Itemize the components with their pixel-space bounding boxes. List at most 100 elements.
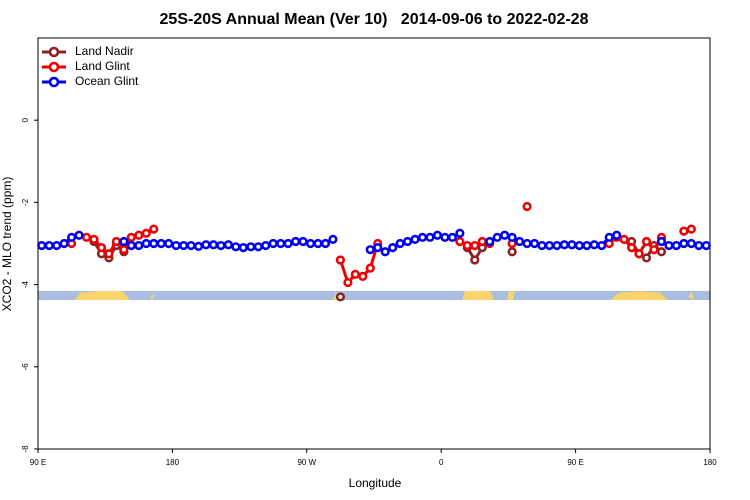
data-point bbox=[335, 292, 346, 302]
data-point bbox=[335, 255, 346, 265]
data-point bbox=[253, 242, 263, 252]
data-point bbox=[634, 249, 644, 259]
data-point bbox=[604, 232, 614, 242]
data-point bbox=[656, 236, 667, 247]
data-point bbox=[447, 232, 458, 242]
data-point bbox=[679, 238, 689, 249]
x-tick-label: 180 bbox=[703, 458, 717, 467]
data-point bbox=[522, 201, 532, 212]
data-point bbox=[365, 263, 375, 273]
data-point bbox=[485, 236, 495, 247]
data-point bbox=[268, 238, 278, 249]
land-patch bbox=[75, 291, 130, 300]
data-point bbox=[649, 245, 659, 255]
data-point bbox=[671, 240, 682, 251]
x-tick-label: 90 E bbox=[30, 458, 46, 467]
data-point bbox=[417, 232, 428, 242]
data-point bbox=[597, 240, 607, 251]
x-tick-label: 0 bbox=[439, 458, 444, 467]
x-axis-label: Longitude bbox=[349, 476, 402, 490]
data-point bbox=[261, 240, 271, 251]
data-point bbox=[686, 238, 696, 249]
x-tick-label: 90 E bbox=[567, 458, 583, 467]
data-point bbox=[656, 247, 667, 257]
legend-swatch-marker bbox=[48, 46, 60, 58]
data-point bbox=[522, 238, 532, 249]
data-point bbox=[238, 243, 248, 253]
data-point bbox=[619, 234, 629, 244]
data-point bbox=[216, 240, 226, 251]
data-point bbox=[477, 236, 487, 247]
data-point bbox=[529, 238, 540, 249]
data-point bbox=[612, 230, 622, 240]
data-point bbox=[156, 238, 166, 249]
data-point bbox=[149, 238, 159, 249]
data-point bbox=[313, 238, 323, 249]
data-point bbox=[365, 245, 375, 255]
data-point bbox=[440, 232, 450, 242]
y-tick-label: -2 bbox=[21, 198, 30, 206]
data-point bbox=[425, 232, 435, 242]
data-point bbox=[74, 230, 84, 240]
data-point bbox=[694, 240, 704, 251]
y-axis-label: XCO2 - MLO trend (ppm) bbox=[0, 177, 14, 312]
y-tick-label: -8 bbox=[21, 445, 30, 453]
data-point bbox=[283, 238, 293, 249]
data-point bbox=[119, 245, 129, 255]
data-point bbox=[462, 240, 472, 251]
data-point bbox=[96, 243, 107, 253]
land-patch bbox=[150, 293, 155, 300]
data-point bbox=[298, 236, 308, 247]
data-point bbox=[320, 238, 331, 249]
data-point bbox=[119, 236, 129, 247]
data-point bbox=[141, 238, 151, 249]
data-point bbox=[231, 242, 241, 252]
data-point bbox=[701, 240, 711, 251]
data-point bbox=[276, 238, 286, 249]
data-point bbox=[507, 247, 517, 257]
data-point bbox=[126, 240, 136, 251]
data-point bbox=[89, 234, 99, 244]
data-point bbox=[305, 238, 316, 249]
data-point bbox=[52, 240, 62, 251]
data-point bbox=[410, 234, 420, 244]
data-point bbox=[44, 240, 54, 251]
data-point bbox=[626, 243, 637, 253]
land-patch bbox=[688, 292, 694, 300]
data-point bbox=[186, 240, 196, 251]
data-point bbox=[164, 238, 174, 249]
data-point bbox=[559, 240, 570, 250]
data-point bbox=[134, 230, 144, 240]
data-point bbox=[567, 240, 577, 250]
land-patch bbox=[507, 291, 515, 300]
land-patch bbox=[611, 291, 668, 300]
data-point bbox=[395, 238, 405, 249]
data-point bbox=[380, 247, 390, 257]
data-point bbox=[537, 240, 547, 251]
data-point bbox=[171, 240, 181, 251]
data-point bbox=[470, 240, 480, 251]
data-point bbox=[373, 243, 383, 253]
data-point bbox=[350, 269, 360, 279]
data-point bbox=[81, 232, 92, 242]
data-point bbox=[328, 234, 338, 244]
data-point bbox=[514, 236, 525, 247]
data-point bbox=[664, 240, 674, 251]
map-band bbox=[38, 291, 710, 300]
data-point bbox=[679, 226, 689, 236]
data-point bbox=[59, 238, 69, 249]
data-point bbox=[37, 240, 47, 251]
data-point bbox=[589, 240, 599, 250]
data-point bbox=[470, 255, 480, 265]
data-point bbox=[455, 228, 465, 238]
land-patch bbox=[462, 291, 494, 300]
data-point bbox=[104, 249, 114, 259]
chart-title: 25S-20S Annual Mean (Ver 10) 2014-09-06 … bbox=[160, 11, 589, 28]
data-point bbox=[544, 240, 555, 251]
ocean-band bbox=[38, 291, 710, 300]
data-point bbox=[193, 241, 204, 251]
data-point bbox=[126, 232, 136, 242]
data-point bbox=[455, 236, 465, 247]
